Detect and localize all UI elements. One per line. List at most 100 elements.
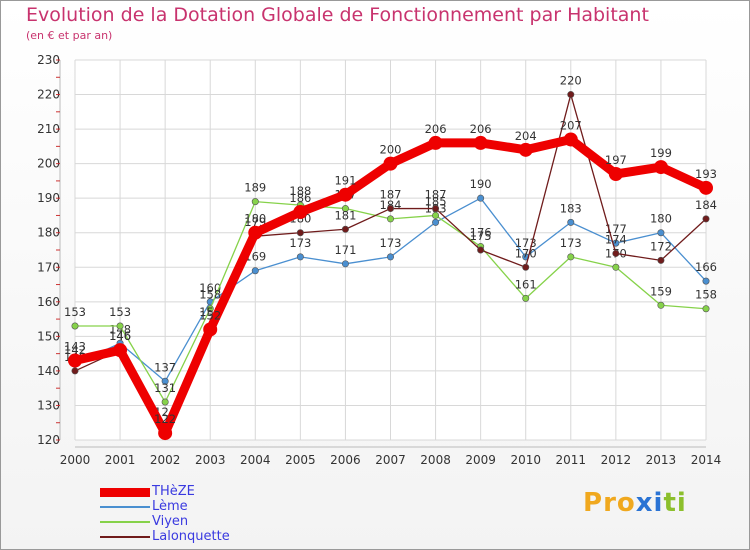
data-point [113,343,128,358]
data-point [432,211,440,219]
y-tick-label: 210 [37,122,60,136]
data-point [296,253,304,261]
logo-letter: x [635,488,654,518]
y-tick-label: 130 [37,398,60,412]
data-point [71,322,79,330]
data-point [161,398,169,406]
data-label: 204 [515,129,537,143]
legend-swatch [100,488,150,497]
y-tick-label: 150 [37,329,60,343]
data-label: 180 [650,212,672,226]
data-label: 190 [470,177,492,191]
data-point [386,205,394,213]
data-label: 131 [154,381,176,395]
logo-letter: r [603,488,617,518]
data-label: 199 [650,146,672,160]
data-label: 176 [470,226,492,240]
legend-swatch [100,506,150,508]
data-point [612,263,620,271]
data-point [341,260,349,268]
data-point [477,246,485,254]
x-tick-label: 2012 [601,453,632,467]
legend-label: Lalonquette [152,529,230,544]
data-point [293,205,308,219]
y-tick-label: 200 [37,157,60,171]
legend-swatch [100,536,150,538]
data-point [161,377,169,385]
data-point [206,305,214,313]
data-point [702,215,710,223]
x-tick-label: 2009 [465,453,496,467]
data-label: 197 [605,153,627,167]
x-tick-label: 2004 [240,453,271,467]
logo-letter: o [616,488,636,518]
data-label: 173 [289,236,311,250]
data-label: 181 [334,208,356,222]
proxiti-logo: Proxiti [583,488,687,518]
data-label: 180 [244,212,266,226]
data-point [383,156,398,171]
data-point [432,205,440,213]
data-label: 183 [560,201,582,215]
data-label: 170 [515,246,537,260]
data-point [341,205,349,213]
data-point [657,301,665,309]
data-point [567,91,575,99]
data-point [699,180,713,195]
chart-subtitle: (en € et par an) [26,29,113,42]
data-point [248,225,263,240]
data-point [296,229,304,237]
data-point [653,160,668,175]
data-label: 174 [605,232,627,246]
data-point [657,256,665,264]
data-label: 171 [334,243,356,257]
y-tick-label: 140 [37,364,60,378]
logo-letter: P [583,488,604,518]
data-point [473,135,488,150]
data-point [341,225,349,233]
data-label: 200 [380,143,402,157]
data-label: 184 [695,198,717,212]
logo-letter: i [653,488,664,518]
data-point [116,322,124,330]
x-tick-label: 2014 [691,453,722,467]
legend-item: Lalonquette [100,529,320,544]
y-tick-label: 180 [37,226,60,240]
data-label: 207 [560,118,582,132]
data-point [158,426,173,441]
data-label: 173 [560,236,582,250]
data-label: 146 [109,329,131,343]
y-tick-label: 160 [37,295,60,309]
logo-letter: t [663,488,677,518]
data-label: 153 [64,305,86,319]
data-label: 160 [199,281,221,295]
x-tick-label: 2008 [420,453,451,467]
x-tick-label: 2001 [105,453,136,467]
data-label: 206 [425,122,447,136]
x-tick-label: 2013 [646,453,677,467]
data-point [702,277,710,285]
y-tick-label: 220 [37,88,60,102]
legend-item: THèZE [100,484,320,499]
legend: THèZE Lème Viyen Lalonquette [100,484,320,544]
data-point [518,142,533,157]
data-point [657,229,665,237]
data-point [432,218,440,226]
x-tick-label: 2000 [60,453,91,467]
data-label: 220 [560,74,582,88]
x-tick-label: 2006 [330,453,361,467]
data-point [522,263,530,271]
data-point [386,253,394,261]
legend-swatch [100,521,150,523]
data-label: 159 [650,284,672,298]
data-label: 146 [109,329,131,343]
data-label: 189 [244,181,266,195]
data-point [386,215,394,223]
x-tick-label: 2005 [285,453,316,467]
data-label: 191 [334,174,356,188]
logo-letter: i [676,488,687,518]
data-label: 186 [289,191,311,205]
data-label: 175 [470,229,492,243]
data-point [702,305,710,313]
data-point [68,353,82,368]
